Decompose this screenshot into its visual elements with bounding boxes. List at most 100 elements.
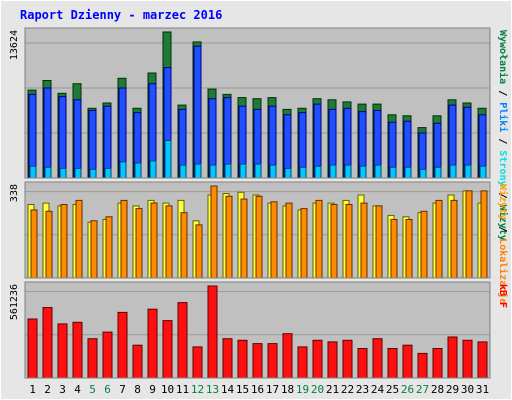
bar-files-day-26 xyxy=(404,166,412,179)
bar-pages-day-3 xyxy=(58,96,67,179)
x-tick-label: 26 xyxy=(401,383,414,396)
series-legend: kB F xyxy=(497,284,508,308)
bar-files-day-1 xyxy=(29,165,37,179)
bar-files-day-15 xyxy=(239,163,247,179)
bar-files-day-9 xyxy=(149,160,157,179)
bar-sites-day-2 xyxy=(45,210,53,279)
bar-kb-day-26 xyxy=(402,344,413,379)
bar-kb-day-23 xyxy=(357,348,368,379)
bar-sites-day-6 xyxy=(105,216,113,279)
x-tick-label: 8 xyxy=(134,383,141,396)
bar-sites-day-26 xyxy=(405,219,413,279)
x-tick-label: 14 xyxy=(221,383,235,396)
bar-files-day-14 xyxy=(224,163,232,179)
bar-kb-day-8 xyxy=(132,344,143,379)
x-tick-label: 6 xyxy=(104,383,111,396)
bar-sites-day-12 xyxy=(195,224,203,279)
x-tick-label: 25 xyxy=(386,383,399,396)
bar-sites-day-11 xyxy=(180,212,188,279)
x-tick-label: 30 xyxy=(461,383,474,396)
x-tick-label: 22 xyxy=(341,383,354,396)
x-tick-label: 7 xyxy=(119,383,126,396)
bar-kb-day-7 xyxy=(117,311,128,379)
bar-kb-day-31 xyxy=(477,341,488,379)
x-tick-label: 1 xyxy=(29,383,36,396)
bar-kb-day-18 xyxy=(282,333,293,379)
bar-files-day-23 xyxy=(359,165,367,179)
bar-files-day-29 xyxy=(449,164,457,179)
legend-entry: / xyxy=(497,132,508,150)
bar-sites-day-27 xyxy=(420,210,428,279)
bar-sites-day-17 xyxy=(270,201,278,279)
legend-entry: Pliki xyxy=(497,102,509,132)
bar-sites-day-18 xyxy=(285,202,293,279)
bar-kb-day-2 xyxy=(42,307,53,379)
bar-kb-day-24 xyxy=(372,338,383,379)
legend-entry: / xyxy=(497,84,508,102)
panel-frame xyxy=(24,281,491,379)
bar-files-day-30 xyxy=(464,164,472,179)
bar-files-day-2 xyxy=(44,166,52,179)
bar-files-day-17 xyxy=(269,164,277,179)
bar-sites-day-4 xyxy=(75,199,83,279)
x-tick-label: 11 xyxy=(176,383,189,396)
x-tick-label: 2 xyxy=(44,383,51,396)
bar-files-day-7 xyxy=(119,161,127,179)
bar-kb-day-12 xyxy=(192,346,203,379)
bar-files-day-8 xyxy=(134,162,142,179)
x-tick-label: 4 xyxy=(74,383,81,396)
x-tick-label: 31 xyxy=(476,383,489,396)
bar-sites-day-9 xyxy=(150,202,158,279)
x-tick-label: 13 xyxy=(206,383,219,396)
bar-files-day-19 xyxy=(299,166,307,179)
bar-kb-day-16 xyxy=(252,343,263,379)
bar-sites-day-3 xyxy=(60,204,68,279)
x-tick-label: 21 xyxy=(326,383,339,396)
bar-sites-day-5 xyxy=(90,220,98,279)
bar-files-day-31 xyxy=(479,165,487,179)
bar-pages-day-12 xyxy=(193,45,202,179)
bar-files-day-10 xyxy=(164,140,172,179)
bar-sites-day-31 xyxy=(480,190,488,279)
bar-files-day-13 xyxy=(209,164,217,179)
bar-files-day-3 xyxy=(59,167,67,179)
bar-sites-day-15 xyxy=(240,198,248,279)
bar-sites-day-16 xyxy=(255,195,263,279)
x-tick-label: 9 xyxy=(149,383,156,396)
bar-sites-day-29 xyxy=(450,199,458,279)
series-legend: Wizyty / Lokalizacje xyxy=(497,184,509,304)
chart-title: Raport Dzienny - marzec 2016 xyxy=(20,8,222,22)
bar-pages-day-4 xyxy=(73,99,82,179)
bar-kb-day-20 xyxy=(312,339,323,379)
x-tick-label: 19 xyxy=(296,383,309,396)
x-tick-label: 27 xyxy=(416,383,429,396)
bar-kb-day-10 xyxy=(162,320,173,379)
bar-sites-day-13 xyxy=(210,185,218,279)
panel-top: 13624 Wywołania / Pliki / Strony / Wizyty xyxy=(9,27,509,241)
x-tick-label: 16 xyxy=(251,383,264,396)
bar-pages-day-1 xyxy=(28,93,37,179)
bar-pages-day-5 xyxy=(88,110,97,179)
bar-sites-day-22 xyxy=(345,204,353,279)
bar-kb-day-6 xyxy=(102,331,113,379)
bar-kb-day-28 xyxy=(432,348,443,379)
bar-kb-day-27 xyxy=(417,352,428,379)
bar-files-day-16 xyxy=(254,163,262,179)
legend-entry: kB F xyxy=(497,284,508,308)
x-tick-label: 15 xyxy=(236,383,249,396)
bar-kb-day-4 xyxy=(72,321,83,379)
x-tick-label: 18 xyxy=(281,383,294,396)
x-tick-label: 12 xyxy=(191,383,204,396)
legend-entry: / xyxy=(497,187,508,205)
x-tick-label: 5 xyxy=(89,383,96,396)
x-tick-label: 23 xyxy=(356,383,369,396)
bar-files-day-11 xyxy=(179,164,187,179)
legend-entry: Lokalizacje xyxy=(497,238,509,304)
bar-pages-day-6 xyxy=(103,105,112,179)
bar-kb-day-21 xyxy=(327,341,338,379)
bar-kb-day-5 xyxy=(87,338,98,379)
bar-sites-day-14 xyxy=(225,195,233,279)
bar-pages-day-2 xyxy=(43,87,52,179)
bar-kb-day-14 xyxy=(222,338,233,379)
